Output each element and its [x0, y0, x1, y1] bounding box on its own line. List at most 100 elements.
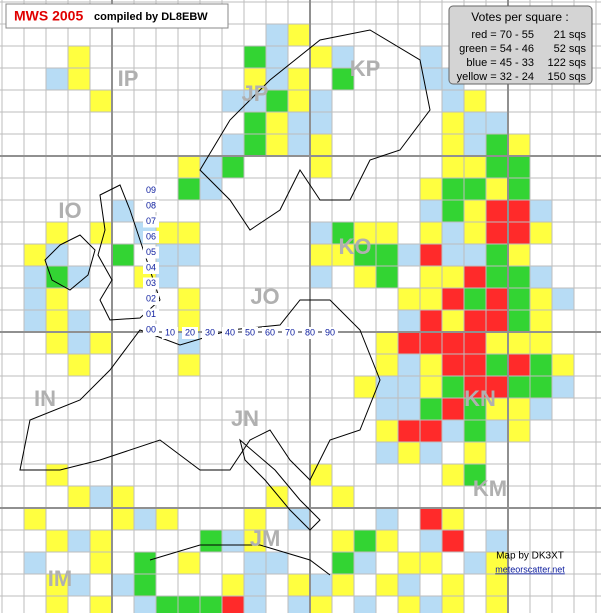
vote-square — [464, 376, 486, 398]
locator-label: IO — [58, 198, 81, 223]
vote-square — [332, 222, 354, 244]
vote-square — [508, 156, 530, 178]
title-box — [5, 3, 229, 29]
vote-square — [442, 244, 464, 266]
vote-square — [244, 530, 266, 552]
site-link[interactable]: meteorscatter.net — [495, 564, 565, 574]
label-bg — [143, 231, 159, 243]
vote-square — [420, 420, 442, 442]
locator-label: IN — [34, 386, 56, 411]
vote-square — [68, 530, 90, 552]
column-label: 50 — [245, 327, 255, 337]
vote-square — [90, 486, 112, 508]
vote-square — [310, 464, 332, 486]
vote-square — [442, 222, 464, 244]
locator-label: IP — [118, 66, 139, 91]
vote-square — [530, 266, 552, 288]
locator-label: JP — [242, 81, 269, 106]
vote-square — [310, 134, 332, 156]
vote-square — [46, 574, 68, 596]
vote-square — [486, 398, 508, 420]
row-label: 00 — [146, 324, 156, 334]
vote-square — [200, 156, 222, 178]
vote-square — [90, 552, 112, 574]
vote-square — [68, 68, 90, 90]
label-bg — [143, 308, 159, 321]
label-bg — [143, 246, 159, 259]
label-bg — [143, 262, 159, 274]
vote-square — [376, 530, 398, 552]
label-bg — [143, 200, 159, 212]
vote-square — [178, 552, 200, 574]
vote-square — [486, 222, 508, 244]
vote-square — [310, 266, 332, 288]
vote-square — [420, 552, 442, 574]
label-bg — [143, 293, 159, 305]
continent — [19, 299, 381, 481]
vote-square — [398, 288, 420, 310]
vote-square — [464, 112, 486, 134]
vote-square — [244, 574, 266, 596]
vote-square — [420, 46, 442, 68]
vote-square — [134, 596, 156, 613]
vote-square — [442, 508, 464, 530]
legend-count: 150 sqs — [547, 71, 586, 83]
vote-square — [508, 200, 530, 222]
vote-square — [178, 354, 200, 376]
label-bg — [222, 327, 238, 339]
vote-square — [46, 310, 68, 332]
vote-square — [552, 376, 574, 398]
vote-square — [464, 178, 486, 200]
vote-square — [530, 354, 552, 376]
vote-square — [508, 310, 530, 332]
vote-square — [376, 376, 398, 398]
vote-square — [508, 222, 530, 244]
vote-square — [486, 200, 508, 222]
legend-label: red = 70 - 55 — [471, 29, 534, 41]
legend: red = 70 - 55 21 sqs green = 54 - 46 52 sqs… — [457, 29, 587, 83]
vote-square — [486, 420, 508, 442]
vote-square — [288, 574, 310, 596]
column-label: 90 — [325, 327, 335, 337]
row-label: 05 — [146, 247, 156, 257]
vote-square — [24, 310, 46, 332]
vote-square — [156, 508, 178, 530]
vote-square — [420, 310, 442, 332]
vote-square — [442, 266, 464, 288]
vote-square — [68, 332, 90, 354]
vote-square — [486, 376, 508, 398]
vote-square — [178, 178, 200, 200]
vote-square — [420, 596, 442, 613]
locator-label: KM — [473, 476, 507, 501]
vote-square — [508, 178, 530, 200]
vote-square — [332, 530, 354, 552]
vote-square — [244, 596, 266, 613]
vote-square — [90, 90, 112, 112]
locator-labels: IP JP KP IO JO KO IN JN KN IM JM KM — [34, 56, 507, 591]
vote-square — [46, 332, 68, 354]
vote-square — [420, 530, 442, 552]
vote-square — [508, 354, 530, 376]
vote-square — [68, 46, 90, 68]
coastlines — [19, 29, 431, 576]
vote-square — [90, 530, 112, 552]
vote-square — [398, 398, 420, 420]
vote-square — [222, 134, 244, 156]
vote-square — [486, 244, 508, 266]
vote-square — [46, 68, 68, 90]
vote-square — [310, 222, 332, 244]
vote-square — [112, 508, 134, 530]
subsquare-labels: 00 01 02 03 04 05 06 07 08 09 10 20 30 40 50 60 70 80 90 — [143, 184, 338, 339]
vote-square — [178, 310, 200, 332]
vote-square — [68, 574, 90, 596]
vote-square — [266, 90, 288, 112]
vote-square — [24, 266, 46, 288]
label-bg — [242, 327, 258, 339]
label-bg — [182, 327, 198, 339]
vote-square — [398, 310, 420, 332]
vote-square — [376, 354, 398, 376]
locator-label: KP — [350, 56, 381, 81]
legend-count: 122 sqs — [547, 57, 586, 69]
vote-square — [486, 596, 508, 613]
label-bg — [282, 327, 298, 339]
